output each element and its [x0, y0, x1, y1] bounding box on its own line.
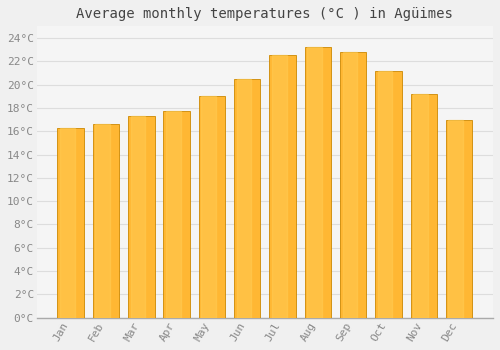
Bar [236, 79, 251, 318]
Title: Average monthly temperatures (°C ) in Agüimes: Average monthly temperatures (°C ) in Ag… [76, 7, 454, 21]
Bar [60, 128, 74, 318]
Bar [378, 71, 392, 318]
Bar [375, 71, 402, 318]
Bar [342, 52, 357, 318]
Bar [96, 124, 110, 318]
Bar [166, 111, 180, 318]
Bar [448, 120, 463, 318]
Bar [446, 120, 472, 318]
Bar [272, 55, 286, 318]
Bar [130, 116, 146, 318]
Bar [410, 94, 437, 318]
Bar [128, 116, 154, 318]
Bar [93, 124, 120, 318]
Bar [234, 79, 260, 318]
Bar [413, 94, 428, 318]
Bar [198, 96, 225, 318]
Bar [340, 52, 366, 318]
Bar [164, 111, 190, 318]
Bar [58, 128, 84, 318]
Bar [308, 47, 322, 318]
Bar [202, 96, 216, 318]
Bar [304, 47, 331, 318]
Bar [270, 55, 296, 318]
